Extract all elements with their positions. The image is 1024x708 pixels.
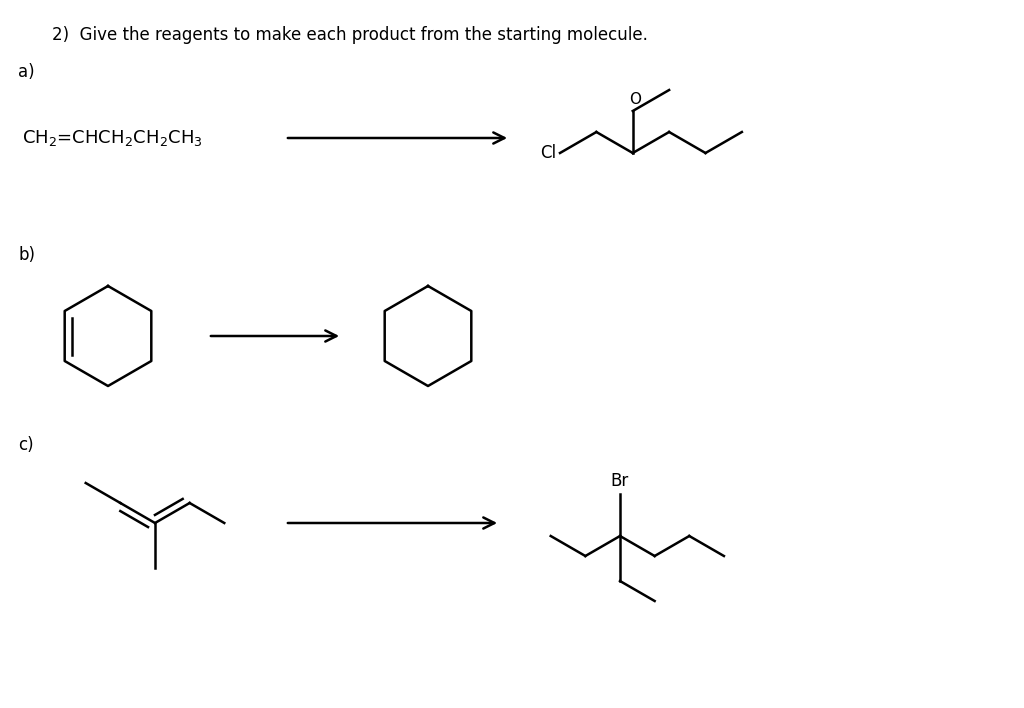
Text: CH$_2$=CHCH$_2$CH$_2$CH$_3$: CH$_2$=CHCH$_2$CH$_2$CH$_3$: [22, 128, 203, 148]
Text: a): a): [18, 63, 35, 81]
Text: b): b): [18, 246, 35, 264]
Text: Br: Br: [611, 472, 629, 490]
Text: O: O: [629, 92, 641, 107]
Text: 2)  Give the reagents to make each product from the starting molecule.: 2) Give the reagents to make each produc…: [52, 26, 648, 44]
Text: Cl: Cl: [540, 144, 556, 162]
Text: c): c): [18, 436, 34, 454]
